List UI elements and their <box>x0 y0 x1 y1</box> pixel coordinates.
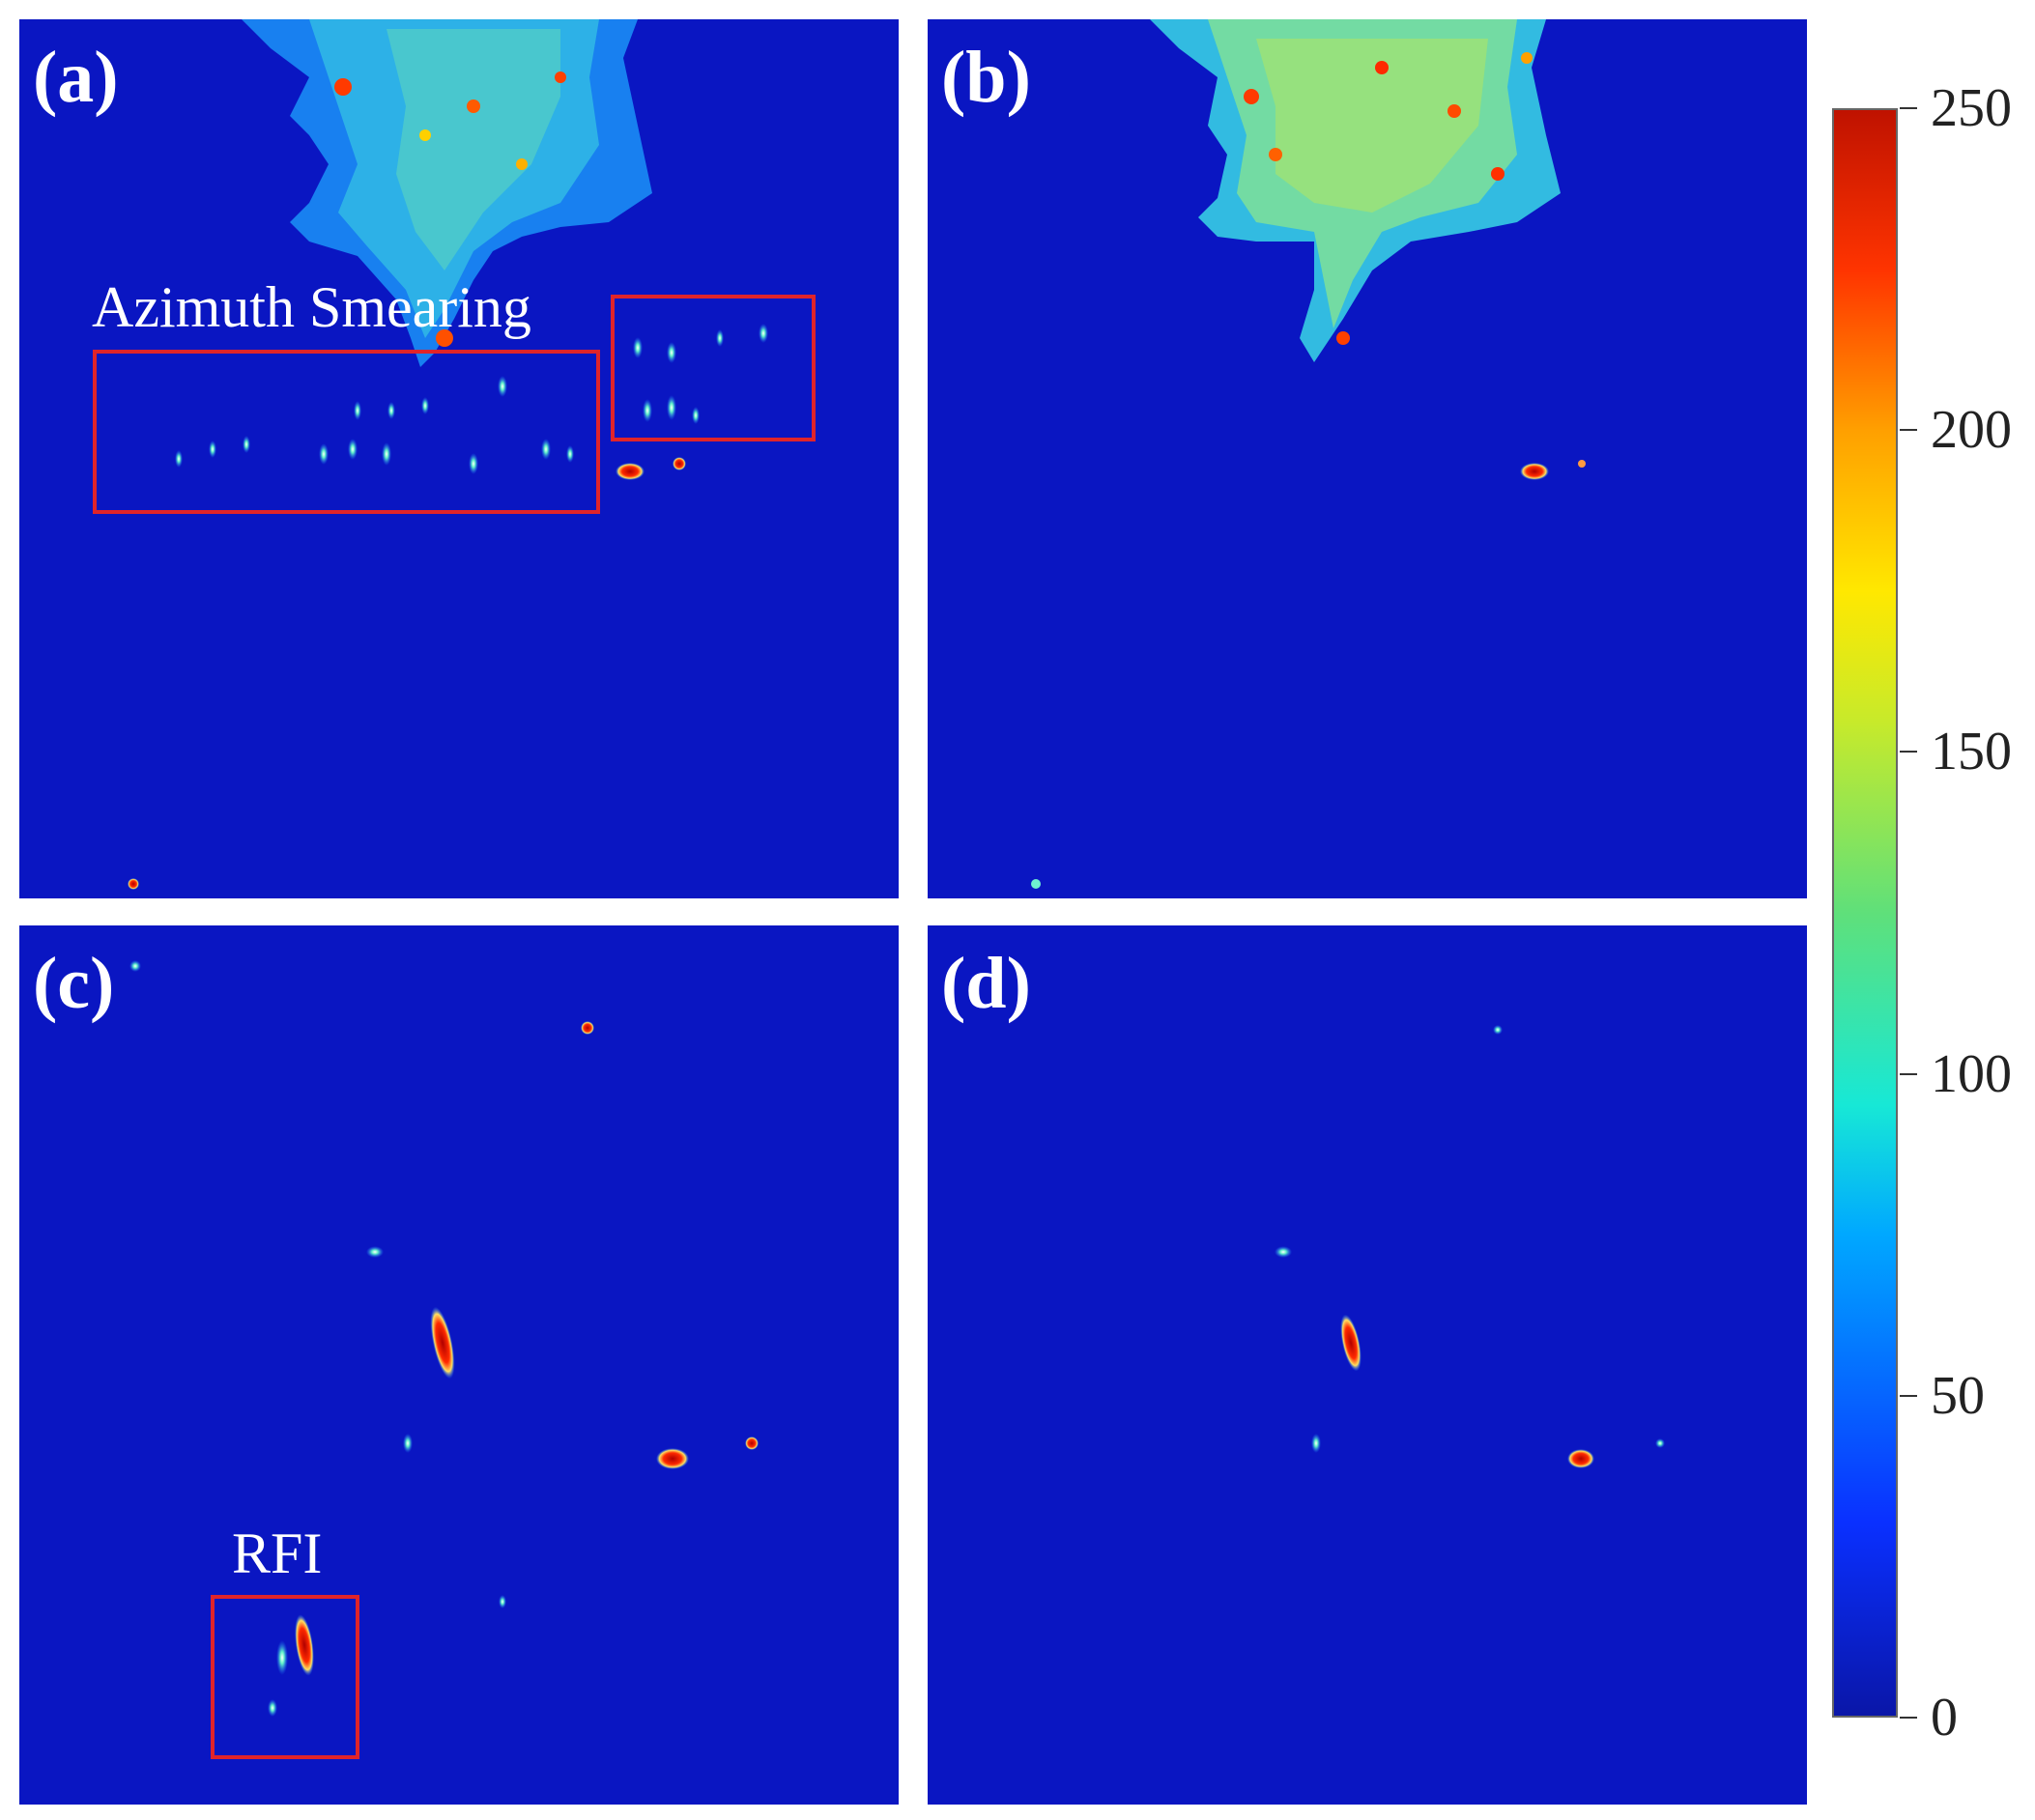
colorbar <box>1832 108 1898 1718</box>
colorbar-tick <box>1900 751 1917 754</box>
colorbar-tick <box>1900 1072 1917 1075</box>
colorbar-tick-label: 0 <box>1931 1688 1958 1748</box>
bright-target <box>1340 1314 1361 1372</box>
colorbar-tick-label: 200 <box>1931 400 2012 461</box>
colorbar-tick <box>1900 1394 1917 1397</box>
panel-label: (b) <box>941 37 1031 118</box>
bright-target <box>616 463 645 480</box>
bright-target <box>430 1306 455 1379</box>
colorbar-tick-label: 150 <box>1931 722 2012 782</box>
colorbar-tick-label: 250 <box>1931 78 2012 138</box>
sar-image-b <box>1031 19 1586 889</box>
azimuth-smearing-box-right <box>611 295 816 441</box>
sar-image-a <box>128 19 768 890</box>
colorbar-tick <box>1900 429 1917 432</box>
colorbar-tick-label: 100 <box>1931 1043 2012 1104</box>
panel-d: (d) <box>928 925 1807 1805</box>
azimuth-smearing-label: Azimuth Smearing <box>92 275 531 339</box>
panel-a: (a) Azimuth Smearing <box>19 19 899 898</box>
azimuth-smearing-box <box>93 350 600 514</box>
rfi-label: RFI <box>232 1521 323 1585</box>
bright-target <box>1520 463 1549 480</box>
colorbar-tick <box>1900 1717 1917 1719</box>
colorbar-tick-label: 50 <box>1931 1365 1985 1426</box>
sar-image-d <box>1275 1025 1665 1468</box>
panel-label: (a) <box>33 37 119 118</box>
colorbar-tick <box>1900 107 1917 109</box>
sar-image-c <box>129 960 759 1717</box>
smear-target <box>175 450 183 468</box>
panel-label: (c) <box>33 943 115 1024</box>
panel-c: (c) RFI <box>19 925 899 1805</box>
panel-b: (b) <box>928 19 1807 898</box>
rfi-box <box>211 1595 359 1759</box>
panel-label: (d) <box>941 943 1031 1024</box>
